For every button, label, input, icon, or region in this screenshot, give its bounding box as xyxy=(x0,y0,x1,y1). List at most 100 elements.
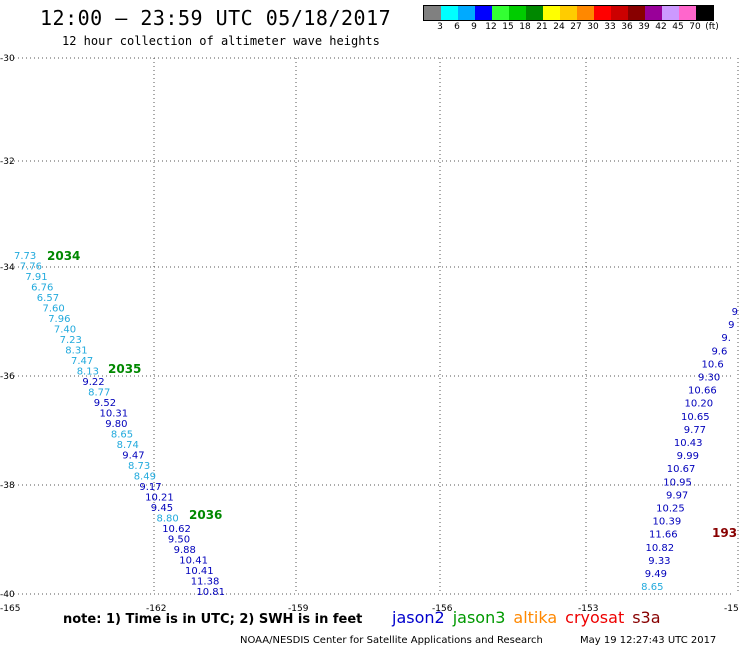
colorbar-label: 39 xyxy=(638,22,650,32)
colorbar-swatch xyxy=(696,6,713,20)
wave-height-label: 9.99 xyxy=(677,451,699,462)
wave-height-label: 10.43 xyxy=(674,438,703,449)
legend-item-jason3: jason3 xyxy=(452,608,506,627)
wave-height-label: 10.21 xyxy=(145,493,174,504)
colorbar-swatch xyxy=(543,6,560,20)
credit-text: NOAA/NESDIS Center for Satellite Applica… xyxy=(240,635,543,646)
wave-height-label: 8.65 xyxy=(641,582,663,593)
wave-height-label: 9.97 xyxy=(666,490,688,501)
wave-height-label: 10.25 xyxy=(656,504,685,515)
wave-height-label: 10.41 xyxy=(185,566,214,577)
colorbar-swatch xyxy=(509,6,526,20)
colorbar-label: 6 xyxy=(454,22,460,32)
lat-tick-label: -36 xyxy=(0,372,15,382)
pass-time-label: 2036 xyxy=(189,508,222,522)
wave-height-label: 10.82 xyxy=(645,543,674,554)
colorbar-label: 21 xyxy=(536,22,548,32)
wave-height-label: 9 xyxy=(732,307,738,318)
colorbar-label: (ft) xyxy=(705,22,719,32)
colorbar-swatch xyxy=(611,6,628,20)
wave-height-label: 7.40 xyxy=(54,325,76,336)
colorbar-swatch xyxy=(679,6,696,20)
lon-tick-label: -165 xyxy=(0,604,20,614)
wave-height-label: 9.6 xyxy=(711,346,727,357)
wave-height-label: 8.65 xyxy=(111,430,133,441)
colorbar-swatch xyxy=(526,6,543,20)
colorbar-label: 30 xyxy=(587,22,599,32)
wave-height-label: 9.52 xyxy=(94,398,116,409)
wave-height-label: 10.20 xyxy=(685,399,714,410)
lon-tick-label: -159 xyxy=(288,604,309,614)
satellite-legend: jason2 jason3 altika cryosat s3a xyxy=(392,608,669,627)
wave-height-label: 9.22 xyxy=(82,377,104,388)
colorbar-swatch xyxy=(458,6,475,20)
footnote: note: 1) Time is in UTC; 2) SWH is in fe… xyxy=(63,612,363,627)
lon-tick-label: -156 xyxy=(432,604,453,614)
wave-height-label: 9.49 xyxy=(645,569,667,580)
colorbar-label: 15 xyxy=(502,22,514,32)
wave-height-label: 10.41 xyxy=(179,556,208,567)
wave-height-label: 8.73 xyxy=(128,461,150,472)
colorbar-swatch xyxy=(560,6,577,20)
wave-height-label: 9.30 xyxy=(698,373,720,384)
wave-height-label: 9.17 xyxy=(139,482,161,493)
wave-height-label: 10.95 xyxy=(663,477,692,488)
wave-height-label: 8.49 xyxy=(134,472,156,483)
colorbar-labels: 3 6 9 12 15 18 21 24 27 30 33 36 39 42 45 70 (ft) xyxy=(423,22,740,34)
wave-height-label: 7.47 xyxy=(71,356,93,367)
wave-height-label: 9.33 xyxy=(648,556,670,567)
gridlines xyxy=(10,57,739,595)
lat-tick-label: -32 xyxy=(0,157,15,167)
wave-height-label: 10.81 xyxy=(196,587,225,598)
colorbar-swatch xyxy=(628,6,645,20)
lon-tick-label: -162 xyxy=(146,604,166,614)
axis-ticks: -165 -162 -159 -156 -153 -15 -30 -32 -34 -36 -38 -4… xyxy=(0,54,739,614)
pass-time-label: 2035 xyxy=(108,362,141,376)
page-subtitle: 12 hour collection of altimeter wave hei… xyxy=(62,34,380,48)
colorbar-label: 33 xyxy=(604,22,616,32)
colorbar-label: 42 xyxy=(655,22,667,32)
wave-height-label: 8.80 xyxy=(157,514,179,525)
lat-tick-label: -34 xyxy=(0,263,15,273)
wave-height-label: 8.13 xyxy=(77,367,99,378)
wave-height-label: 9 xyxy=(728,320,734,331)
wave-height-label: 7.96 xyxy=(48,314,70,325)
wave-height-label: 7.60 xyxy=(43,304,65,315)
wave-height-label: 10.39 xyxy=(653,517,682,528)
wave-height-label: 9.77 xyxy=(684,425,706,436)
legend-item-altika: altika xyxy=(513,608,558,627)
lat-tick-label: -30 xyxy=(0,54,15,64)
wave-height-label: 6.76 xyxy=(31,283,53,294)
colorbar-label: 24 xyxy=(553,22,565,32)
colorbar-swatch xyxy=(492,6,509,20)
lon-tick-label: -153 xyxy=(578,604,598,614)
wave-height-label: 10.6 xyxy=(702,359,724,370)
lat-tick-label: -38 xyxy=(0,481,15,491)
wave-height-label: 9.80 xyxy=(105,419,127,430)
wave-height-label: 8.77 xyxy=(88,388,110,399)
timestamp-text: May 19 12:27:43 UTC 2017 xyxy=(580,635,717,646)
colorbar-swatch xyxy=(594,6,611,20)
colorbar-label: 9 xyxy=(471,22,477,32)
pass-time-label: 2034 xyxy=(47,249,80,263)
colorbar-swatch xyxy=(577,6,594,20)
wave-height-label: 9.47 xyxy=(122,451,144,462)
colorbar-label: 18 xyxy=(519,22,531,32)
lat-tick-label: -40 xyxy=(0,590,15,600)
wave-height-label: 11.38 xyxy=(191,577,220,588)
colorbar-swatch xyxy=(441,6,458,20)
legend-item-s3a: s3a xyxy=(632,608,661,627)
wave-height-label: 11.66 xyxy=(649,530,678,541)
pass-time-label: 193 xyxy=(712,526,737,540)
colorbar-swatch xyxy=(645,6,662,20)
wave-height-label: 7.23 xyxy=(60,335,82,346)
colorbar-label: 3 xyxy=(437,22,443,32)
west-track: 7.737.767.916.766.577.607.967.407.238.31… xyxy=(14,249,225,598)
colorbar-label: 36 xyxy=(621,22,633,32)
legend-item-jason2: jason2 xyxy=(392,608,445,627)
wave-height-label: 10.67 xyxy=(667,464,696,475)
colorbar-swatch xyxy=(662,6,679,20)
colorbar-swatch xyxy=(424,6,441,20)
wave-height-label: 10.66 xyxy=(688,386,717,397)
